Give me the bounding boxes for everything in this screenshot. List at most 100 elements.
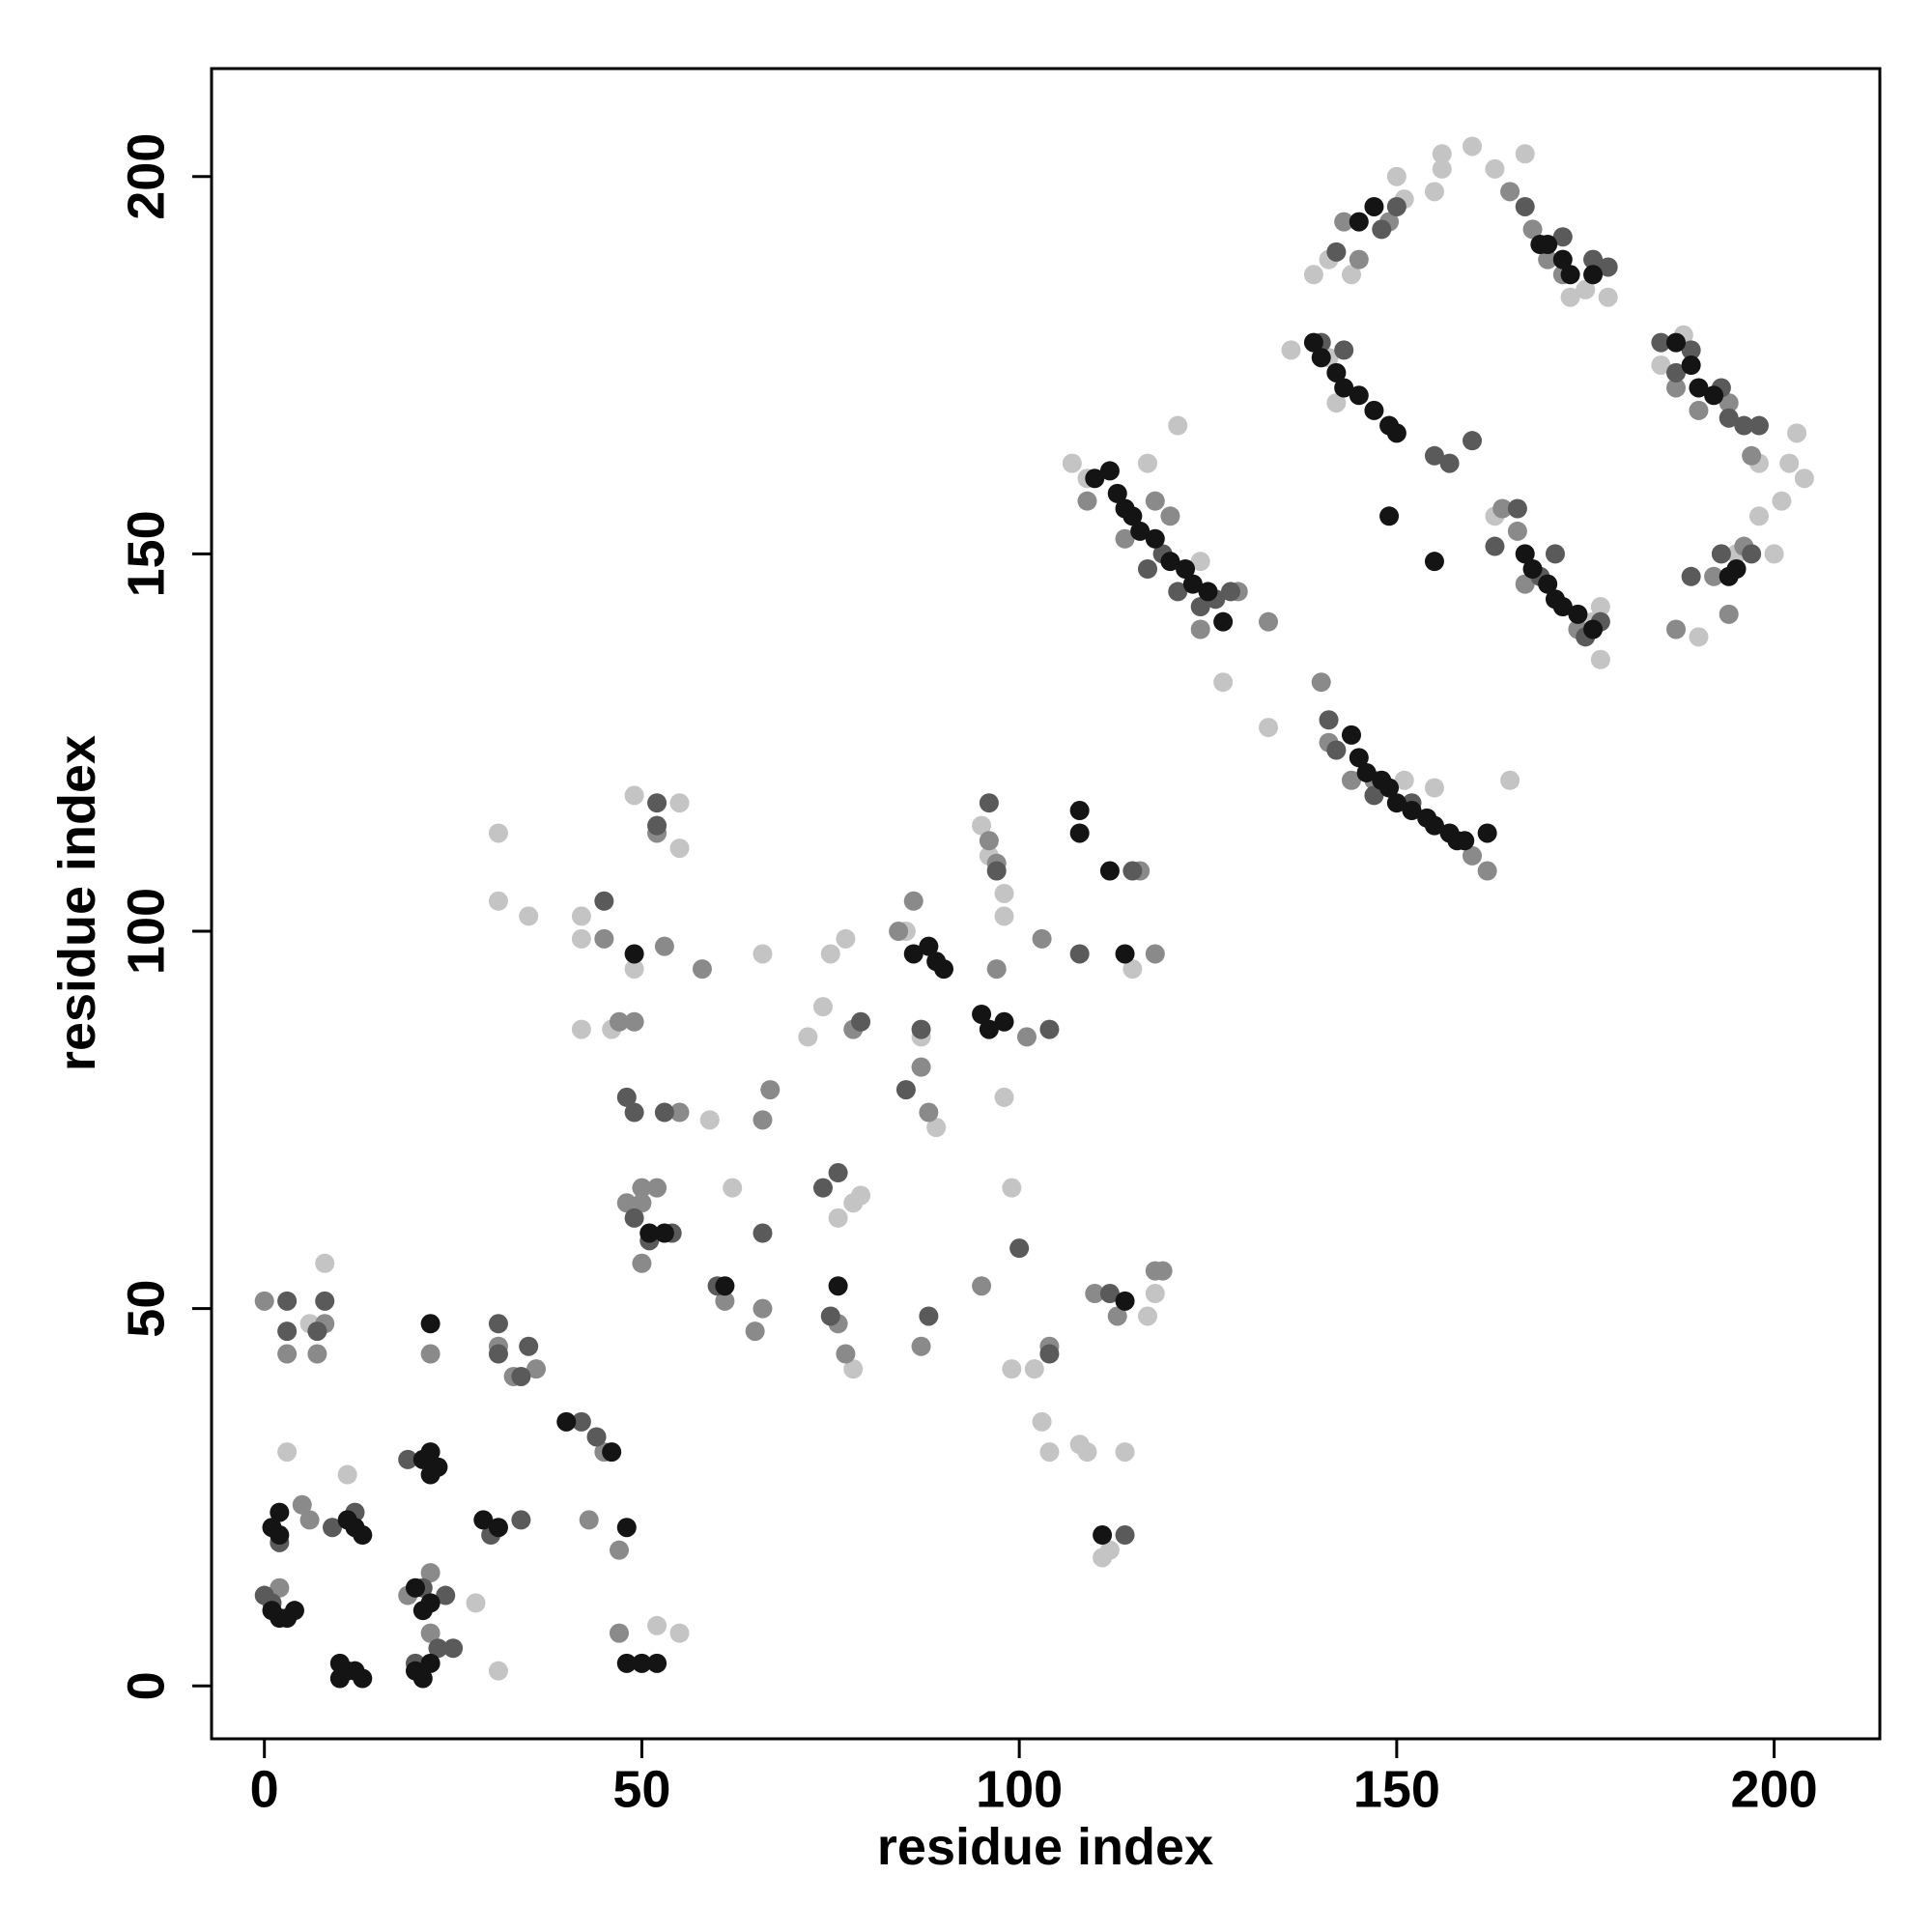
point	[632, 1653, 652, 1673]
point	[1568, 604, 1588, 624]
point	[277, 1344, 298, 1364]
point	[1334, 340, 1354, 360]
point	[1198, 582, 1218, 602]
point	[753, 1110, 773, 1130]
point	[919, 1306, 939, 1326]
point	[911, 1019, 931, 1039]
point	[488, 1661, 508, 1681]
point	[828, 1208, 848, 1228]
point	[624, 1011, 644, 1032]
point	[647, 1653, 668, 1673]
point	[1439, 453, 1460, 473]
point	[1311, 348, 1331, 368]
point	[1069, 801, 1090, 821]
point	[836, 928, 856, 949]
point	[315, 1291, 335, 1311]
point	[1424, 778, 1444, 798]
point	[1281, 340, 1301, 360]
point	[526, 1359, 547, 1379]
point	[420, 1442, 440, 1463]
point	[1598, 287, 1618, 307]
point	[654, 936, 674, 956]
point	[307, 1344, 327, 1364]
point	[1259, 611, 1279, 632]
point	[812, 997, 833, 1017]
point	[1583, 619, 1604, 639]
point	[1719, 393, 1739, 413]
point	[1742, 445, 1762, 466]
point	[926, 1118, 947, 1138]
point	[1522, 219, 1543, 240]
point	[420, 1344, 440, 1364]
point	[632, 1193, 652, 1213]
point	[979, 831, 999, 851]
point	[1507, 521, 1527, 541]
point	[820, 944, 840, 964]
point	[488, 1344, 508, 1364]
point	[1726, 558, 1747, 579]
point	[1689, 378, 1709, 398]
point	[1386, 793, 1406, 813]
point	[798, 1027, 818, 1047]
point	[1552, 597, 1573, 617]
point	[315, 1253, 335, 1273]
point	[1062, 453, 1082, 473]
point	[1115, 1291, 1135, 1311]
point	[420, 1314, 440, 1334]
point	[1152, 1261, 1173, 1281]
point	[1364, 400, 1384, 420]
point	[1515, 574, 1535, 594]
point	[903, 944, 923, 964]
point	[1115, 1525, 1135, 1546]
point	[420, 1653, 440, 1673]
point	[1349, 385, 1369, 406]
point	[1069, 944, 1090, 964]
point	[851, 1011, 871, 1032]
y-tick-label: 0	[117, 1671, 175, 1700]
point	[1069, 823, 1090, 843]
point	[1122, 959, 1143, 980]
point	[1552, 227, 1573, 247]
point	[994, 1087, 1014, 1107]
point	[1515, 544, 1535, 564]
point	[473, 1510, 494, 1530]
point	[820, 1306, 840, 1326]
point	[1538, 574, 1558, 594]
point	[1039, 1019, 1060, 1039]
point	[511, 1366, 531, 1386]
point	[692, 959, 712, 980]
point	[488, 1314, 508, 1334]
point	[1515, 196, 1535, 216]
point	[1748, 415, 1769, 436]
point	[1160, 552, 1180, 572]
point	[1130, 521, 1151, 541]
point	[1039, 1344, 1060, 1364]
point	[571, 906, 591, 926]
point	[1507, 498, 1527, 519]
point	[669, 793, 690, 813]
point	[1651, 332, 1671, 353]
point	[1764, 544, 1784, 564]
point	[284, 1601, 304, 1621]
point	[1689, 400, 1709, 420]
point	[1719, 408, 1739, 428]
point	[1463, 136, 1483, 156]
point	[1326, 242, 1347, 262]
point	[254, 1291, 274, 1311]
point	[1099, 861, 1120, 881]
point	[1145, 1284, 1165, 1304]
point	[1145, 528, 1165, 549]
point	[986, 861, 1007, 881]
point	[1093, 1525, 1113, 1546]
point	[1666, 362, 1687, 383]
point	[1576, 279, 1596, 299]
point	[1583, 249, 1604, 270]
point	[624, 785, 644, 806]
point	[745, 1321, 765, 1342]
point	[307, 1321, 327, 1342]
point	[1349, 249, 1369, 270]
point	[911, 1057, 931, 1077]
point	[699, 1110, 720, 1130]
point	[1734, 415, 1754, 436]
point	[1666, 619, 1687, 639]
